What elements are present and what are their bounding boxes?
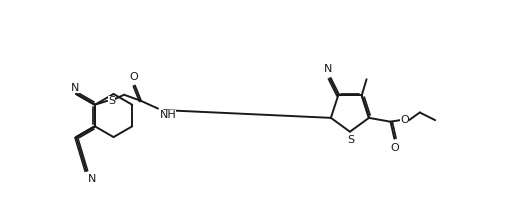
Text: O: O <box>389 142 398 152</box>
Text: O: O <box>129 72 137 82</box>
Text: NH: NH <box>159 110 176 120</box>
Text: S: S <box>108 96 115 106</box>
Text: S: S <box>347 135 354 145</box>
Text: O: O <box>399 115 408 125</box>
Text: N: N <box>71 83 79 93</box>
Text: N: N <box>323 64 331 74</box>
Text: N: N <box>88 174 96 184</box>
